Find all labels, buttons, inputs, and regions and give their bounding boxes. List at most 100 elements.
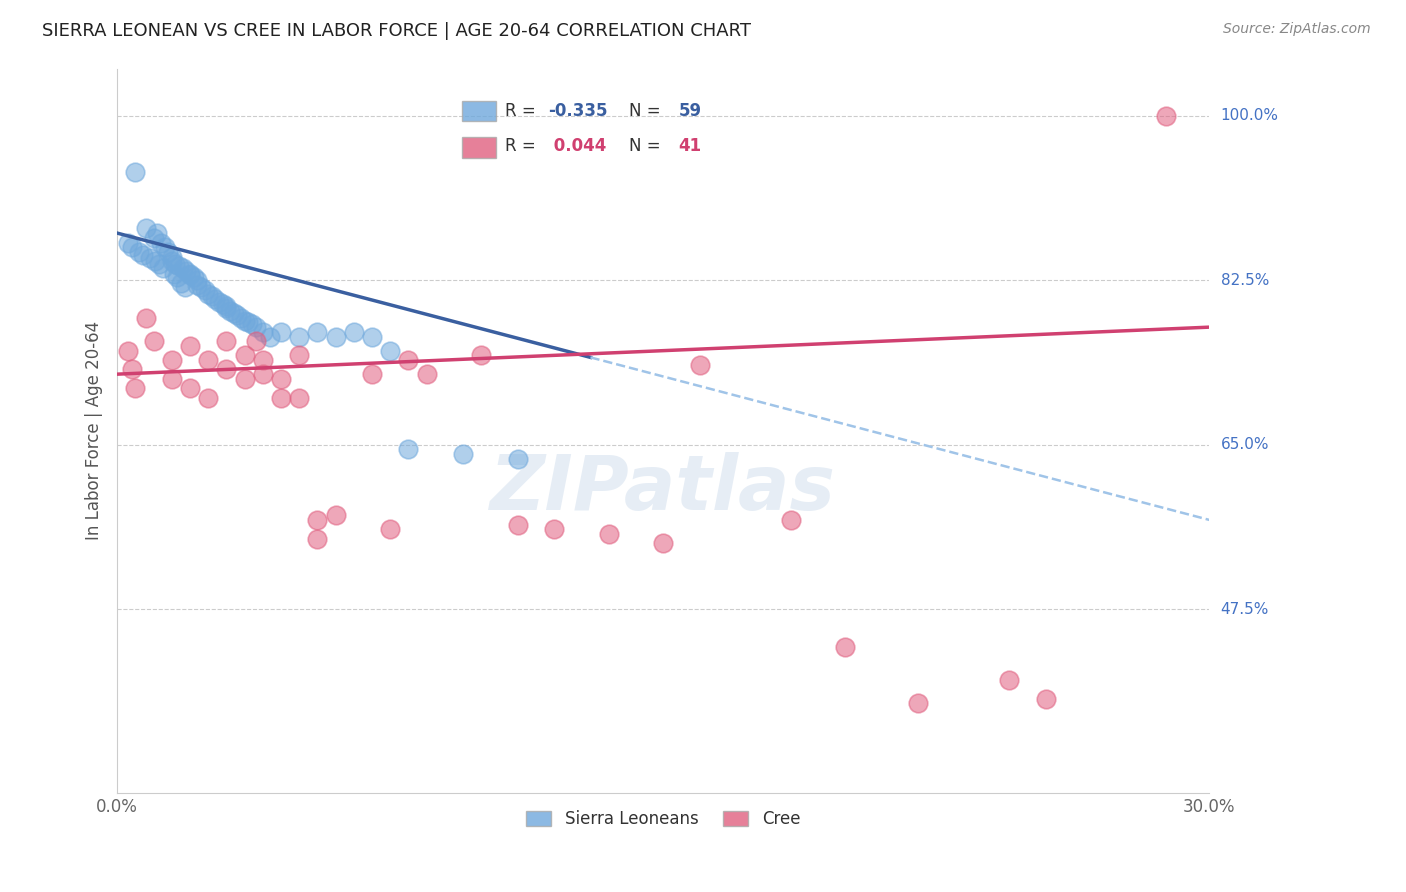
Point bbox=[343, 325, 366, 339]
Point bbox=[270, 325, 292, 339]
Point bbox=[162, 267, 184, 281]
Point bbox=[270, 391, 292, 405]
Point bbox=[233, 372, 256, 386]
Point bbox=[361, 367, 384, 381]
Point bbox=[222, 306, 245, 320]
Point bbox=[245, 320, 267, 334]
Point bbox=[208, 294, 231, 309]
Point bbox=[179, 267, 201, 281]
Point bbox=[193, 283, 215, 297]
Point bbox=[598, 527, 620, 541]
Point bbox=[167, 259, 190, 273]
Text: 100.0%: 100.0% bbox=[1220, 108, 1278, 123]
Point bbox=[186, 273, 208, 287]
Point bbox=[245, 334, 267, 349]
Point bbox=[998, 673, 1021, 687]
Point bbox=[252, 325, 274, 339]
Point bbox=[197, 391, 219, 405]
Point bbox=[307, 513, 329, 527]
Point bbox=[240, 318, 263, 332]
Point bbox=[128, 244, 150, 259]
Point bbox=[415, 367, 437, 381]
Point bbox=[288, 391, 311, 405]
Point bbox=[117, 343, 139, 358]
Point bbox=[506, 451, 529, 466]
Text: 65.0%: 65.0% bbox=[1220, 437, 1270, 452]
Point bbox=[179, 339, 201, 353]
Point bbox=[259, 329, 281, 343]
Point bbox=[197, 287, 219, 301]
Point bbox=[152, 260, 174, 275]
Point bbox=[834, 640, 856, 654]
Point bbox=[215, 301, 238, 316]
Point bbox=[215, 298, 238, 312]
Point bbox=[215, 334, 238, 349]
Point bbox=[689, 358, 711, 372]
Point bbox=[288, 329, 311, 343]
Point bbox=[160, 353, 183, 368]
Point bbox=[219, 304, 242, 318]
Point bbox=[148, 257, 170, 271]
Point bbox=[652, 536, 675, 550]
Text: Source: ZipAtlas.com: Source: ZipAtlas.com bbox=[1223, 22, 1371, 37]
Point bbox=[124, 165, 146, 179]
Point bbox=[226, 308, 249, 322]
Point bbox=[121, 240, 143, 254]
Point bbox=[1035, 691, 1057, 706]
Point bbox=[288, 348, 311, 362]
Point bbox=[186, 277, 208, 292]
Point bbox=[121, 362, 143, 376]
Point bbox=[157, 244, 180, 259]
Point bbox=[176, 263, 198, 277]
Point bbox=[307, 532, 329, 546]
Point bbox=[229, 310, 252, 325]
Legend: Sierra Leoneans, Cree: Sierra Leoneans, Cree bbox=[520, 804, 807, 835]
Point bbox=[907, 696, 929, 710]
Point bbox=[135, 221, 157, 235]
Point bbox=[183, 270, 205, 285]
Point bbox=[201, 289, 224, 303]
Point bbox=[165, 257, 187, 271]
Point bbox=[398, 353, 420, 368]
Point bbox=[233, 313, 256, 327]
Point bbox=[211, 296, 233, 310]
Point bbox=[172, 260, 194, 275]
Point bbox=[238, 315, 260, 329]
Point bbox=[142, 334, 165, 349]
Point bbox=[179, 268, 201, 283]
Text: ZIPatlas: ZIPatlas bbox=[491, 451, 837, 525]
Point bbox=[153, 240, 176, 254]
Point bbox=[197, 353, 219, 368]
Point bbox=[307, 325, 329, 339]
Point bbox=[543, 522, 565, 536]
Point bbox=[145, 254, 167, 268]
Point bbox=[146, 226, 169, 240]
Point bbox=[117, 235, 139, 250]
Point bbox=[451, 447, 474, 461]
Point bbox=[166, 270, 188, 285]
Point bbox=[135, 310, 157, 325]
Point bbox=[173, 279, 195, 293]
Point bbox=[139, 252, 162, 266]
Text: 82.5%: 82.5% bbox=[1220, 273, 1268, 287]
Point bbox=[190, 279, 212, 293]
Point bbox=[325, 329, 347, 343]
Point bbox=[204, 292, 226, 306]
Point bbox=[380, 343, 402, 358]
Point bbox=[252, 353, 274, 368]
Point bbox=[1154, 109, 1177, 123]
Point bbox=[380, 522, 402, 536]
Point bbox=[149, 235, 172, 250]
Point bbox=[233, 348, 256, 362]
Point bbox=[131, 248, 153, 262]
Point bbox=[215, 362, 238, 376]
Point bbox=[398, 442, 420, 457]
Point bbox=[361, 329, 384, 343]
Point bbox=[170, 276, 193, 290]
Y-axis label: In Labor Force | Age 20-64: In Labor Force | Age 20-64 bbox=[86, 321, 103, 541]
Point bbox=[779, 513, 801, 527]
Point bbox=[506, 517, 529, 532]
Point bbox=[160, 250, 183, 264]
Point bbox=[470, 348, 492, 362]
Text: SIERRA LEONEAN VS CREE IN LABOR FORCE | AGE 20-64 CORRELATION CHART: SIERRA LEONEAN VS CREE IN LABOR FORCE | … bbox=[42, 22, 751, 40]
